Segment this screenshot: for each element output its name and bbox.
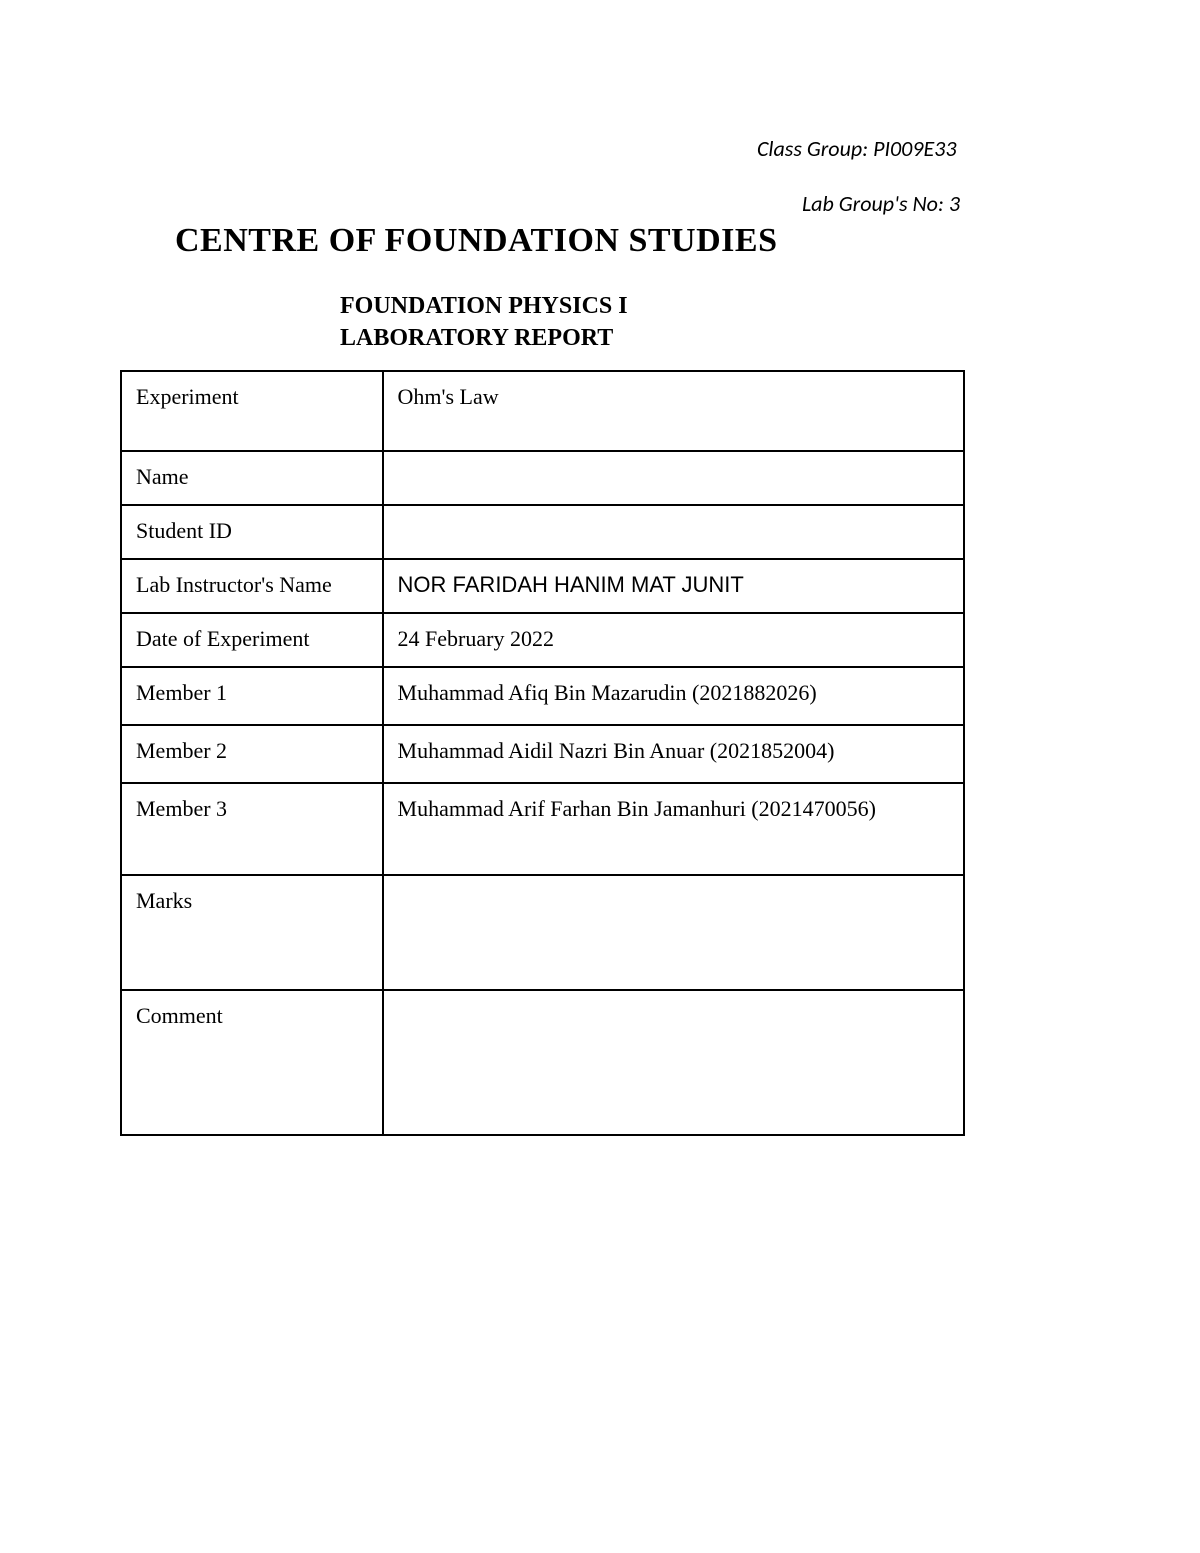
row-value [383,505,964,559]
row-label: Date of Experiment [121,613,383,667]
row-label: Experiment [121,371,383,451]
row-value: 24 February 2022 [383,613,964,667]
subtitle-line-1: FOUNDATION PHYSICS I [340,290,628,322]
row-label: Marks [121,875,383,990]
table-row: Member 3 Muhammad Arif Farhan Bin Jamanh… [121,783,964,875]
lab-group-text: Lab Group's No: 3 [802,190,960,217]
subtitle-block: FOUNDATION PHYSICS I LABORATORY REPORT [340,290,628,355]
table-row: Member 1 Muhammad Afiq Bin Mazarudin (20… [121,667,964,725]
row-value [383,451,964,505]
row-label: Member 1 [121,667,383,725]
header-info: Class Group: PI009E33 Lab Group's No: 3 [757,135,960,217]
row-label: Name [121,451,383,505]
row-label: Member 2 [121,725,383,783]
table-row: Lab Instructor's Name NOR FARIDAH HANIM … [121,559,964,613]
row-label: Comment [121,990,383,1135]
row-value: Muhammad Afiq Bin Mazarudin (2021882026) [383,667,964,725]
row-value: Muhammad Aidil Nazri Bin Anuar (20218520… [383,725,964,783]
row-label: Lab Instructor's Name [121,559,383,613]
table-row: Experiment Ohm's Law [121,371,964,451]
row-label: Member 3 [121,783,383,875]
row-label: Student ID [121,505,383,559]
info-table: Experiment Ohm's Law Name Student ID Lab… [120,370,965,1136]
row-value [383,875,964,990]
row-value: NOR FARIDAH HANIM MAT JUNIT [383,559,964,613]
row-value [383,990,964,1135]
row-value: Ohm's Law [383,371,964,451]
table-row: Date of Experiment 24 February 2022 [121,613,964,667]
main-title: CENTRE OF FOUNDATION STUDIES [175,222,777,260]
row-value: Muhammad Arif Farhan Bin Jamanhuri (2021… [383,783,964,875]
table-row: Marks [121,875,964,990]
table-row: Student ID [121,505,964,559]
table-row: Member 2 Muhammad Aidil Nazri Bin Anuar … [121,725,964,783]
class-group-text: Class Group: PI009E33 [757,135,960,162]
table-row: Name [121,451,964,505]
subtitle-line-2: LABORATORY REPORT [340,322,628,354]
table-row: Comment [121,990,964,1135]
